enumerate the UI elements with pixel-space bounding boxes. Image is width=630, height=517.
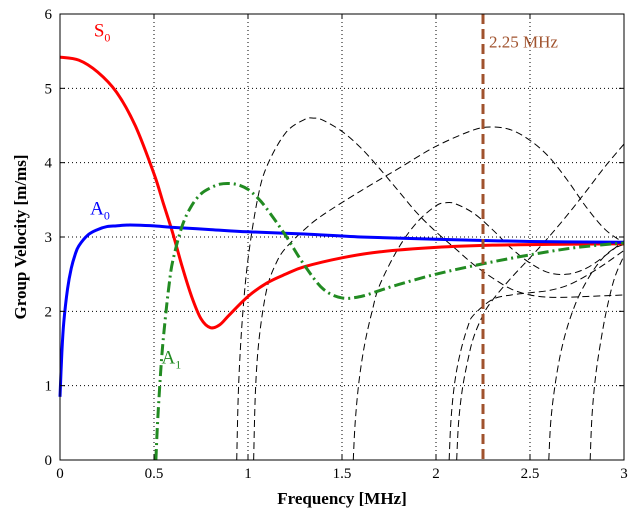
series-layer (58, 55, 625, 461)
higher-mode-curve-3 (236, 117, 625, 461)
series-A1-curve (154, 181, 625, 461)
y-tick-label: 1 (45, 379, 53, 395)
x-tick-label: 3 (620, 466, 628, 482)
series-label-A0: A0 (90, 199, 110, 223)
series-label-A1: A1 (162, 347, 182, 371)
x-tick-label: 0.5 (145, 466, 164, 482)
x-tick-label: 2 (432, 466, 440, 482)
x-tick-label: 0 (56, 466, 64, 482)
x-tick-label: 1 (244, 466, 252, 482)
y-axis-title: Group Velocity [m/ms] (11, 155, 30, 320)
x-tick-label: 1.5 (333, 466, 352, 482)
y-tick-label: 5 (45, 81, 53, 97)
axis-ticks: 0 0.5 1 1.5 2 2.5 3 0 1 2 3 4 5 6 (45, 7, 628, 482)
y-tick-label: 6 (45, 7, 53, 23)
higher-mode-curve-8 (548, 243, 625, 461)
series-labels: S0 A0 A1 (90, 20, 181, 371)
y-tick-label: 4 (45, 156, 53, 172)
series-label-S0: S0 (94, 20, 111, 44)
series-A0-curve (58, 223, 625, 397)
x-tick-label: 2.5 (521, 466, 540, 482)
frequency-marker-label: 2.25 MHz (489, 32, 558, 51)
higher-mode-curve-9 (589, 255, 625, 461)
higher-mode-curve-7 (456, 143, 625, 461)
series-S0-curve (59, 55, 625, 330)
higher-mode-curve-5 (352, 201, 625, 461)
y-tick-label: 3 (45, 230, 53, 246)
higher-mode-curve-4 (253, 126, 625, 461)
x-axis-title: Frequency [MHz] (277, 489, 407, 508)
higher-mode-curve-6 (448, 249, 625, 461)
annotation-layer: 2.25 MHz (481, 14, 558, 460)
y-tick-label: 0 (45, 453, 53, 469)
y-tick-label: 2 (45, 304, 53, 320)
